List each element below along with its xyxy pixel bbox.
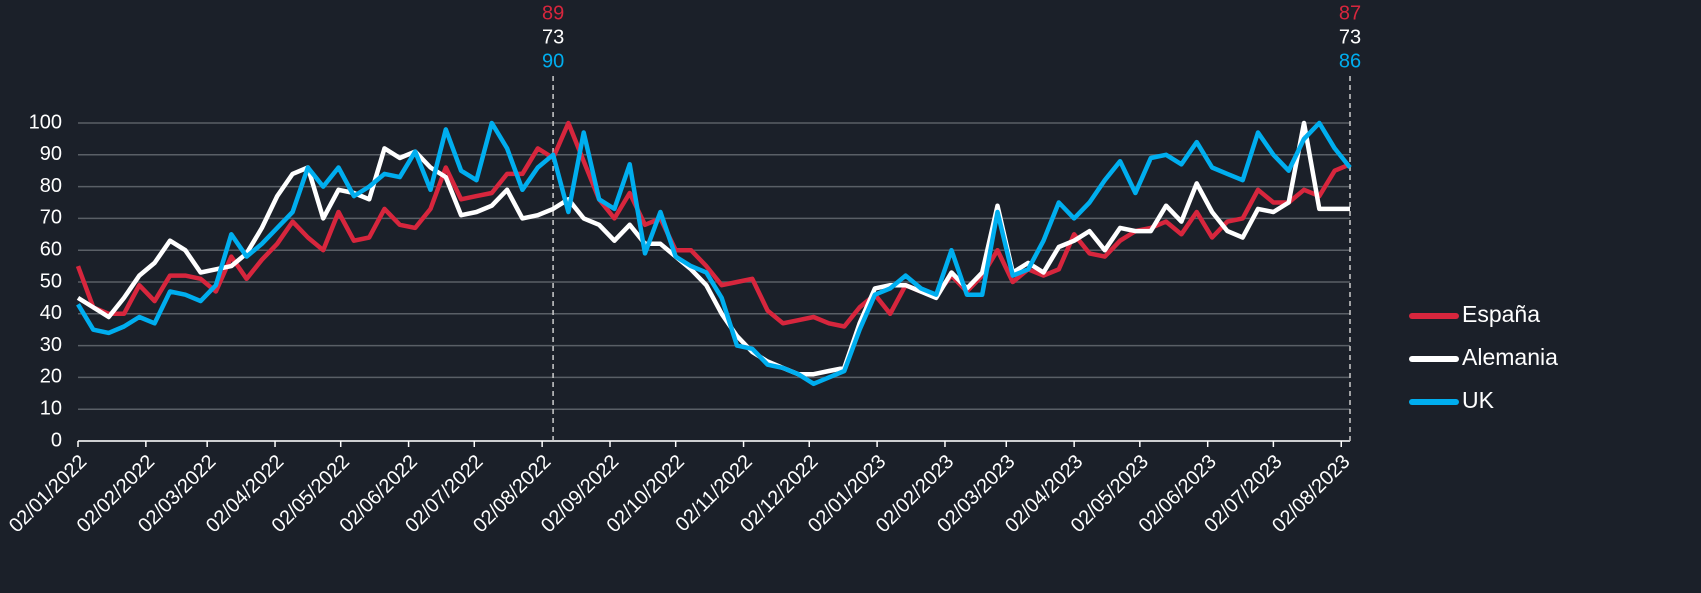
y-tick-label: 20	[40, 366, 62, 388]
highlight-value: 89	[542, 2, 564, 24]
legend-label: UK	[1462, 387, 1495, 413]
highlight-value: 86	[1339, 50, 1361, 72]
y-tick-label: 70	[40, 207, 62, 229]
y-tick-label: 90	[40, 143, 62, 165]
legend-label: Alemania	[1462, 344, 1558, 370]
highlight-value: 90	[542, 50, 564, 72]
series-line	[76, 120, 1352, 387]
y-tick-label: 80	[40, 175, 62, 197]
highlight-value: 73	[1339, 26, 1361, 48]
y-tick-label: 10	[40, 397, 62, 419]
y-tick-label: 40	[40, 302, 62, 324]
y-tick-label: 50	[40, 270, 62, 292]
y-tick-label: 0	[51, 429, 62, 451]
series-line	[76, 120, 1350, 377]
highlight-value: 87	[1339, 2, 1361, 24]
highlight-value: 73	[542, 26, 564, 48]
y-tick-label: 30	[40, 334, 62, 356]
y-tick-label: 100	[29, 111, 62, 133]
legend-label: España	[1462, 301, 1540, 327]
y-tick-label: 60	[40, 238, 62, 260]
